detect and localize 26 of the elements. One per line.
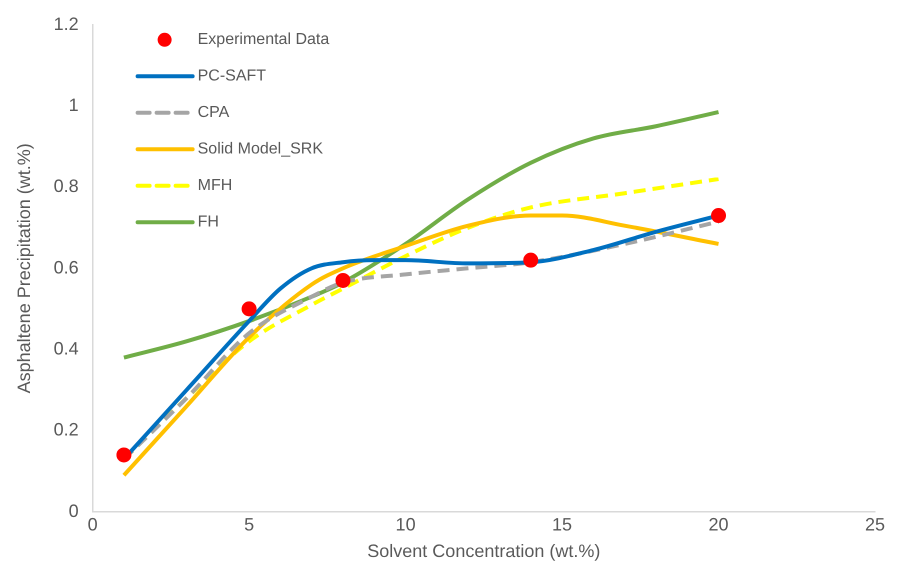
y-tick-label: 0.4 (54, 338, 79, 358)
x-axis-title: Solvent Concentration (wt.%) (367, 541, 600, 562)
point (523, 252, 538, 268)
x-tick-label: 0 (88, 514, 98, 535)
legend-label: Solid Model_SRK (198, 140, 324, 158)
y-axis-title: Asphaltene Precipitation (wt.%) (14, 143, 34, 394)
legend-label: CPA (198, 104, 230, 122)
legend-label: Experimental Data (198, 31, 330, 48)
point (116, 447, 132, 462)
x-tick-label: 15 (552, 514, 572, 535)
point (335, 272, 350, 288)
point (242, 301, 257, 316)
point (711, 208, 726, 224)
x-tick-label: 10 (396, 514, 416, 535)
legend-label: FH (198, 214, 219, 231)
x-tick-label: 5 (244, 514, 254, 535)
y-tick-label: 0.2 (54, 420, 79, 440)
x-tick-label: 25 (864, 514, 886, 535)
x-tick-label: 20 (708, 514, 729, 535)
y-tick-label: 0 (68, 500, 79, 521)
y-tick-label: 0.8 (54, 176, 79, 196)
legend-label: PC-SAFT (198, 68, 266, 85)
legend-label: MFH (198, 177, 232, 194)
y-tick-label: 0.6 (54, 257, 79, 278)
y-tick-label: 1 (68, 94, 79, 115)
y-tick-label: 1.2 (54, 14, 79, 34)
